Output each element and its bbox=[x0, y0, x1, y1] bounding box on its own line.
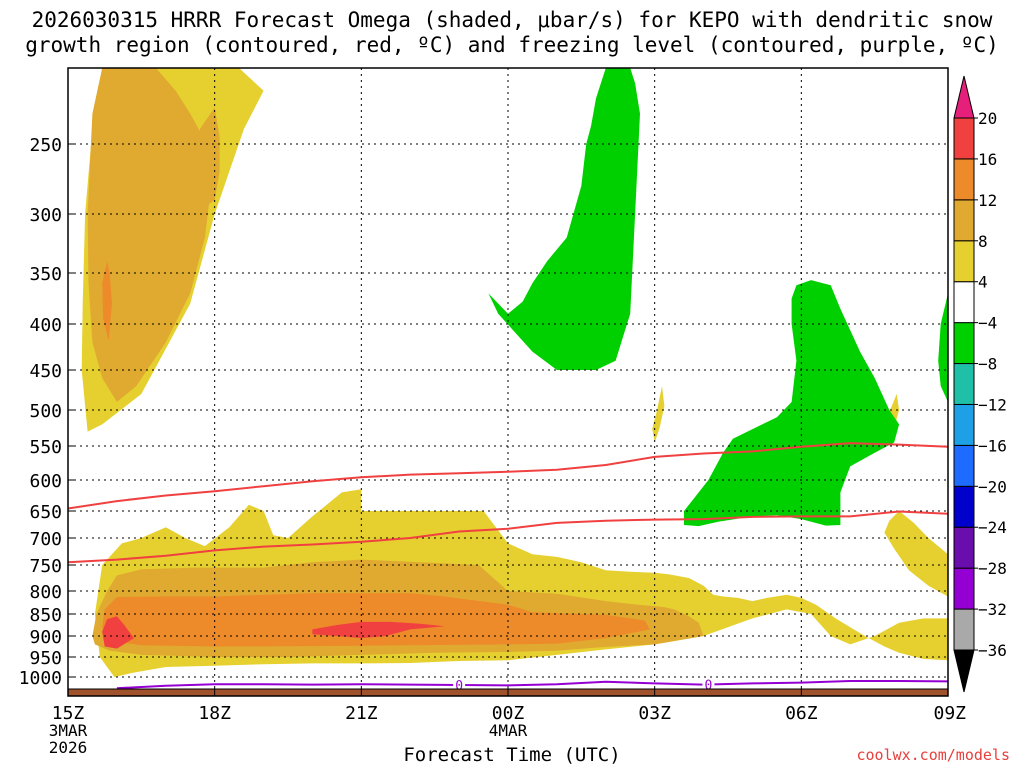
colorbar-label-11: −28 bbox=[978, 559, 1007, 578]
dgz-contour-upper bbox=[67, 442, 949, 510]
colorbar-bin-1 bbox=[953, 608, 975, 651]
chart-title-line-1: 2026030315 HRRR Forecast Omega (shaded, … bbox=[31, 8, 993, 32]
colorbar-label-0: 20 bbox=[978, 109, 997, 128]
colorbar-label-12: −32 bbox=[978, 600, 1007, 619]
freezing-level-label-0: 0 bbox=[455, 679, 463, 694]
colorbar-label-5: −4 bbox=[978, 314, 997, 333]
y-tick-label-850: 850 bbox=[29, 605, 62, 626]
colorbar-arrow-low bbox=[953, 649, 975, 693]
source-credit: coolwx.com/models bbox=[856, 746, 1010, 764]
y-tick-label-1000: 1000 bbox=[19, 668, 62, 689]
omega-region-6 bbox=[195, 107, 220, 214]
x-tick-label-15Z: 15Z bbox=[52, 703, 85, 724]
y-tick-label-400: 400 bbox=[29, 315, 62, 336]
omega-region-13 bbox=[684, 280, 900, 527]
y-tick-label-950: 950 bbox=[29, 648, 62, 669]
colorbar-label-10: −24 bbox=[978, 518, 1007, 537]
y-tick-label-800: 800 bbox=[29, 582, 62, 603]
colorbar-label-2: 12 bbox=[978, 191, 997, 210]
colorbar-arrow-high bbox=[953, 75, 975, 119]
omega-region-12 bbox=[488, 68, 640, 370]
colorbar-bin-3 bbox=[953, 526, 975, 569]
colorbar-bin-5 bbox=[953, 444, 975, 487]
omega-region-2 bbox=[884, 511, 948, 597]
x-tick-sublabel-00Z-0: 4MAR bbox=[489, 721, 528, 740]
y-tick-label-750: 750 bbox=[29, 556, 62, 577]
omega-region-9 bbox=[102, 261, 112, 341]
x-tick-sublabel-15Z-0: 3MAR bbox=[49, 721, 88, 740]
dgz-contour-lower bbox=[67, 510, 949, 564]
y-tick-label-250: 250 bbox=[29, 135, 62, 156]
colorbar-bin-12 bbox=[953, 158, 975, 201]
colorbar-label-4: 4 bbox=[978, 273, 988, 292]
colorbar-bin-4 bbox=[953, 485, 975, 528]
colorbar-label-3: 8 bbox=[978, 232, 988, 251]
x-tick-label-00Z: 00Z bbox=[492, 703, 525, 724]
freezing-label-bg-1 bbox=[702, 677, 715, 691]
x-tick-label-09Z: 09Z bbox=[933, 703, 966, 724]
colorbar-label-8: −16 bbox=[978, 436, 1007, 455]
y-tick-label-550: 550 bbox=[29, 437, 62, 458]
x-axis-title: Forecast Time (UTC) bbox=[403, 744, 621, 766]
freezing-label-bg-0 bbox=[453, 678, 466, 691]
colorbar-bin-6 bbox=[953, 403, 975, 446]
colorbar-label-1: 16 bbox=[978, 150, 997, 169]
freezing-level-label-1: 0 bbox=[705, 678, 713, 693]
freezing-level-line bbox=[116, 680, 949, 690]
y-tick-label-700: 700 bbox=[29, 529, 62, 550]
chart-title-line-2: growth region (contoured, red, ºC) and f… bbox=[25, 33, 999, 57]
omega-region-14 bbox=[938, 293, 948, 402]
colorbar-label-13: −36 bbox=[978, 641, 1007, 660]
x-tick-sublabel-15Z-1: 2026 bbox=[49, 738, 88, 757]
omega-region-5 bbox=[87, 68, 215, 402]
y-tick-label-300: 300 bbox=[29, 205, 62, 226]
colorbar-bin-11 bbox=[953, 199, 975, 242]
y-tick-label-900: 900 bbox=[29, 627, 62, 648]
colorbar-bin-2 bbox=[953, 567, 975, 610]
omega-region-8 bbox=[102, 593, 650, 647]
y-tick-label-450: 450 bbox=[29, 361, 62, 382]
colorbar-label-6: −8 bbox=[978, 355, 997, 374]
y-tick-label-650: 650 bbox=[29, 502, 62, 523]
colorbar-bin-9 bbox=[953, 281, 975, 324]
colorbar-bin-13 bbox=[953, 117, 975, 160]
omega-region-10 bbox=[102, 616, 134, 649]
colorbar-label-9: −20 bbox=[978, 477, 1007, 496]
x-tick-label-03Z: 03Z bbox=[638, 703, 671, 724]
colorbar-bin-10 bbox=[953, 240, 975, 283]
y-tick-label-500: 500 bbox=[29, 401, 62, 422]
omega-colorbar: 20 16 12 8 4 −4 −8 −12 −16 −20 −24 −28 −32 −36 bbox=[953, 75, 1007, 693]
x-tick-label-06Z: 06Z bbox=[785, 703, 818, 724]
colorbar-bin-7 bbox=[953, 363, 975, 405]
chart-title: 2026030315 HRRR Forecast Omega (shaded, … bbox=[0, 8, 1024, 58]
x-tick-label-18Z: 18Z bbox=[198, 703, 231, 724]
omega-shading bbox=[81, 68, 948, 677]
colorbar-bin-8 bbox=[953, 322, 975, 365]
y-tick-label-600: 600 bbox=[29, 471, 62, 492]
colorbar-label-7: −12 bbox=[978, 395, 1007, 414]
y-tick-label-350: 350 bbox=[29, 264, 62, 285]
x-tick-label-21Z: 21Z bbox=[345, 703, 378, 724]
omega-region-3 bbox=[652, 386, 665, 443]
omega-region-11 bbox=[312, 621, 445, 639]
